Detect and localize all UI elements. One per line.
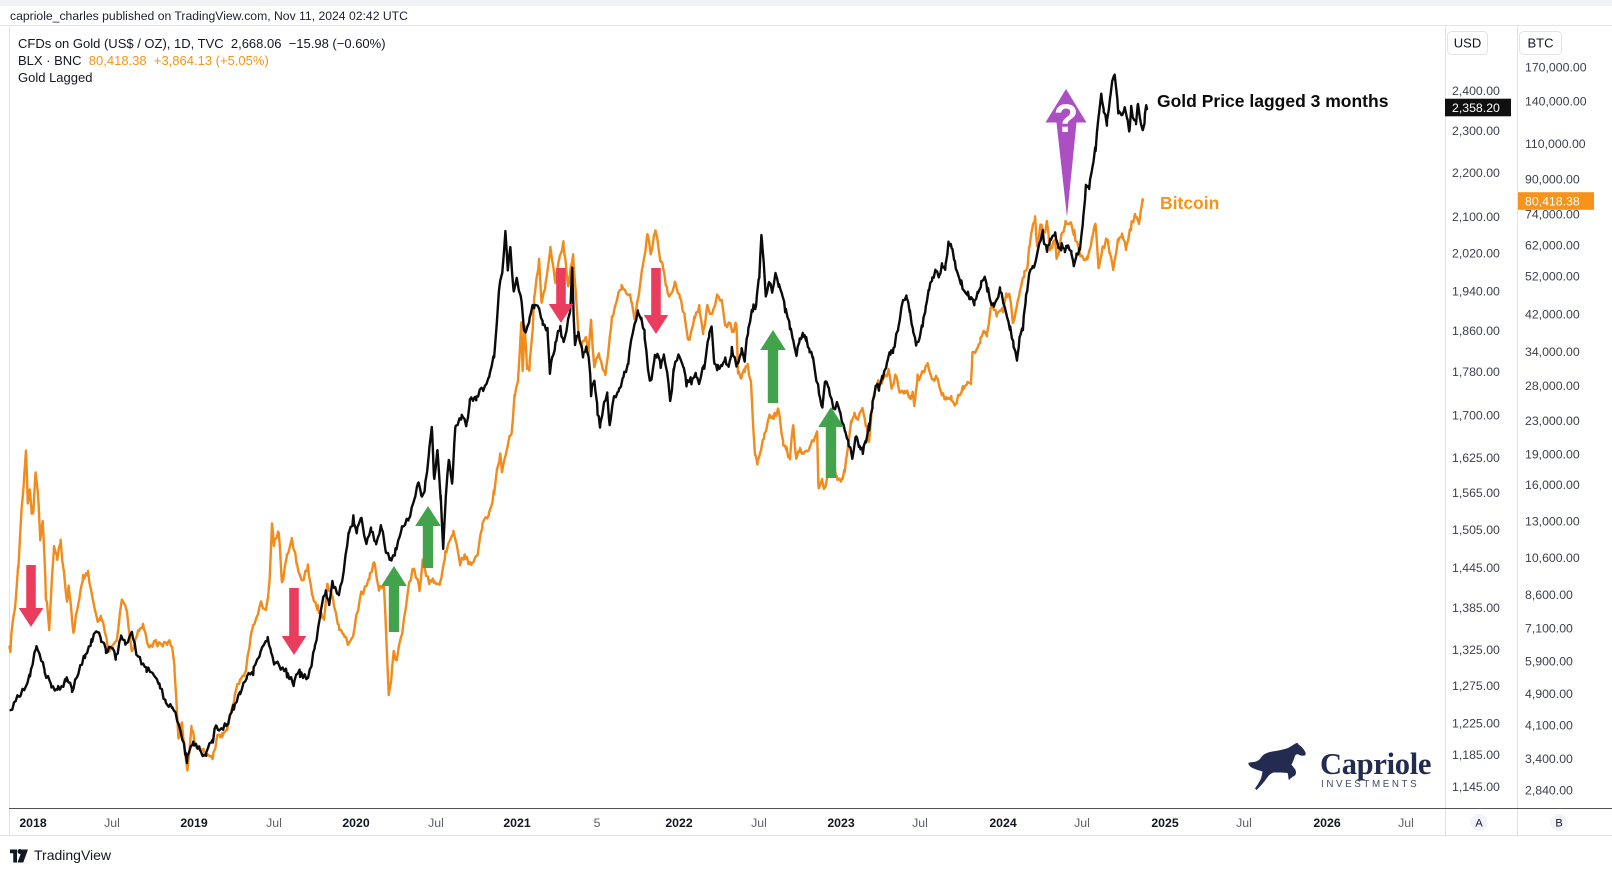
svg-text:BLX · BNC 80,418.38 +3,864.1: BLX · BNC 80,418.38 +3,864.13 (+5.05%) bbox=[18, 53, 269, 68]
svg-text:90,000.00: 90,000.00 bbox=[1525, 173, 1580, 187]
svg-text:2022: 2022 bbox=[665, 816, 693, 830]
svg-text:1,445.00: 1,445.00 bbox=[1452, 561, 1500, 575]
svg-text:1,145.00: 1,145.00 bbox=[1452, 780, 1500, 794]
svg-text:34,000.00: 34,000.00 bbox=[1525, 345, 1580, 359]
svg-text:A: A bbox=[1475, 818, 1483, 830]
svg-text:Jul: Jul bbox=[912, 816, 928, 830]
svg-text:1,325.00: 1,325.00 bbox=[1452, 643, 1500, 657]
svg-text:Jul: Jul bbox=[266, 816, 282, 830]
svg-text:Jul: Jul bbox=[1398, 816, 1414, 830]
svg-text:80,418.38: 80,418.38 bbox=[1525, 194, 1580, 208]
svg-text:Bitcoin: Bitcoin bbox=[1160, 193, 1219, 213]
svg-text:1,780.00: 1,780.00 bbox=[1452, 365, 1500, 379]
svg-text:2,200.00: 2,200.00 bbox=[1452, 166, 1500, 180]
svg-text:2,840.00: 2,840.00 bbox=[1525, 784, 1573, 798]
svg-text:10,600.00: 10,600.00 bbox=[1525, 551, 1580, 565]
svg-text:Jul: Jul bbox=[751, 816, 767, 830]
svg-text:5: 5 bbox=[594, 816, 601, 830]
svg-text:3,400.00: 3,400.00 bbox=[1525, 752, 1573, 766]
svg-text:4,100.00: 4,100.00 bbox=[1525, 719, 1573, 733]
svg-text:?: ? bbox=[1054, 97, 1078, 141]
svg-text:52,000.00: 52,000.00 bbox=[1525, 270, 1580, 284]
svg-text:2,020.00: 2,020.00 bbox=[1452, 246, 1500, 260]
svg-text:8,600.00: 8,600.00 bbox=[1525, 588, 1573, 602]
svg-text:2,100.00: 2,100.00 bbox=[1452, 210, 1500, 224]
svg-text:1,385.00: 1,385.00 bbox=[1452, 601, 1500, 615]
svg-text:2019: 2019 bbox=[180, 816, 208, 830]
svg-text:CFDs on Gold (US$ / OZ), 1D, T: CFDs on Gold (US$ / OZ), 1D, TVC 2,668.0… bbox=[18, 36, 386, 51]
svg-text:1,185.00: 1,185.00 bbox=[1452, 748, 1500, 762]
svg-text:Jul: Jul bbox=[428, 816, 444, 830]
svg-text:42,000.00: 42,000.00 bbox=[1525, 307, 1580, 321]
svg-text:Jul: Jul bbox=[1074, 816, 1090, 830]
svg-text:Capriole: Capriole bbox=[1320, 747, 1431, 781]
svg-text:USD: USD bbox=[1454, 36, 1481, 51]
svg-text:7,100.00: 7,100.00 bbox=[1525, 622, 1573, 636]
svg-text:2024: 2024 bbox=[989, 816, 1017, 830]
svg-text:2021: 2021 bbox=[503, 816, 531, 830]
svg-text:110,000.00: 110,000.00 bbox=[1525, 137, 1586, 151]
svg-text:2,400.00: 2,400.00 bbox=[1452, 84, 1500, 98]
svg-text:TradingView: TradingView bbox=[34, 847, 112, 863]
svg-text:23,000.00: 23,000.00 bbox=[1525, 414, 1580, 428]
svg-text:13,000.00: 13,000.00 bbox=[1525, 515, 1580, 529]
svg-text:1,625.00: 1,625.00 bbox=[1452, 451, 1500, 465]
svg-text:2,300.00: 2,300.00 bbox=[1452, 124, 1500, 138]
svg-text:Gold Price lagged 3 months: Gold Price lagged 3 months bbox=[1157, 91, 1389, 111]
svg-text:1,565.00: 1,565.00 bbox=[1452, 486, 1500, 500]
svg-text:Gold Lagged: Gold Lagged bbox=[18, 70, 92, 85]
svg-text:B: B bbox=[1555, 818, 1562, 830]
svg-text:140,000.00: 140,000.00 bbox=[1525, 95, 1587, 109]
svg-text:2,358.20: 2,358.20 bbox=[1452, 101, 1500, 115]
svg-text:170,000.00: 170,000.00 bbox=[1525, 60, 1587, 74]
svg-text:1,275.00: 1,275.00 bbox=[1452, 679, 1500, 693]
svg-text:2023: 2023 bbox=[827, 816, 855, 830]
svg-text:INVESTMENTS: INVESTMENTS bbox=[1321, 779, 1419, 790]
svg-text:1,940.00: 1,940.00 bbox=[1452, 284, 1500, 298]
svg-text:4,900.00: 4,900.00 bbox=[1525, 687, 1573, 701]
svg-text:Jul: Jul bbox=[104, 816, 120, 830]
svg-text:2018: 2018 bbox=[19, 816, 47, 830]
svg-text:2026: 2026 bbox=[1313, 816, 1341, 830]
svg-text:16,000.00: 16,000.00 bbox=[1525, 478, 1580, 492]
svg-text:28,000.00: 28,000.00 bbox=[1525, 379, 1580, 393]
svg-text:74,000.00: 74,000.00 bbox=[1525, 207, 1580, 221]
svg-text:1,505.00: 1,505.00 bbox=[1452, 523, 1500, 537]
svg-text:1,860.00: 1,860.00 bbox=[1452, 324, 1500, 338]
svg-text:19,000.00: 19,000.00 bbox=[1525, 448, 1580, 462]
svg-text:BTC: BTC bbox=[1528, 36, 1554, 51]
svg-text:62,000.00: 62,000.00 bbox=[1525, 239, 1580, 253]
svg-text:5,900.00: 5,900.00 bbox=[1525, 654, 1573, 668]
svg-text:2020: 2020 bbox=[342, 816, 370, 830]
svg-text:Jul: Jul bbox=[1236, 816, 1252, 830]
svg-text:2025: 2025 bbox=[1151, 816, 1179, 830]
svg-text:1,225.00: 1,225.00 bbox=[1452, 717, 1500, 731]
svg-text:capriole_charles published on: capriole_charles published on TradingVie… bbox=[10, 9, 408, 23]
svg-text:1,700.00: 1,700.00 bbox=[1452, 408, 1500, 422]
